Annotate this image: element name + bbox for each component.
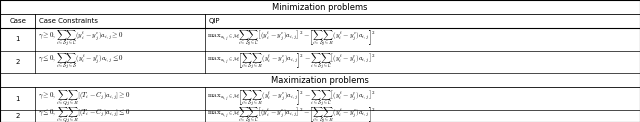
Text: 1: 1 [15, 96, 20, 102]
Text: 1: 1 [15, 36, 20, 42]
Text: $\gamma \geq 0, \sum_{i\in Q} \sum_{j\in R}[(T_i - C_j)a_{i,j}] \geq 0$: $\gamma \geq 0, \sum_{i\in Q} \sum_{j\in… [38, 88, 131, 109]
Text: 2: 2 [15, 113, 20, 119]
Text: $\gamma \geq 0, \sum_{i\in\mathcal{S}} \sum_{j\in\mathcal{C}} (y_i^t - y_j^c)a_{: $\gamma \geq 0, \sum_{i\in\mathcal{S}} \… [38, 29, 124, 49]
Text: $\gamma \leq 0, \sum_{i\in\mathcal{S}} \sum_{j\in\mathcal{S}} (y_i^t - y_j^c)a_{: $\gamma \leq 0, \sum_{i\in\mathcal{S}} \… [38, 52, 124, 72]
Text: $\mathrm{max}_{a_{i,j}\in\mathcal{M}}\left[\sum_{i\in\mathcal{S}} \sum_{j\in R}(: $\mathrm{max}_{a_{i,j}\in\mathcal{M}}\le… [207, 52, 376, 72]
Text: Maximization problems: Maximization problems [271, 76, 369, 85]
Text: Case Constraints: Case Constraints [39, 18, 98, 24]
Text: Case: Case [9, 18, 26, 24]
Text: Minimization problems: Minimization problems [272, 3, 368, 11]
Text: $\mathrm{max}_{a_{i,j}\in\mathcal{M}}\sum_{i\in\mathcal{S}} \sum_{j\in\mathcal{C: $\mathrm{max}_{a_{i,j}\in\mathcal{M}}\su… [207, 29, 376, 49]
Text: 2: 2 [15, 59, 20, 65]
Text: QIP: QIP [209, 18, 220, 24]
Text: $\gamma \leq 0, \sum_{i\in Q} \sum_{j\in R}[(T_i - C_j)a_{i,j}] \leq 0$: $\gamma \leq 0, \sum_{i\in Q} \sum_{j\in… [38, 106, 131, 122]
Text: $\mathrm{max}_{a_{i,j}\in\mathcal{M}}\left[\sum_{i\in\mathcal{S}} \sum_{j\in R}(: $\mathrm{max}_{a_{i,j}\in\mathcal{M}}\le… [207, 88, 376, 109]
Text: $\mathrm{max}_{a_{i,j}\in\mathcal{M}}\sum_{i\in\mathcal{S}} \sum_{j\in\mathcal{C: $\mathrm{max}_{a_{i,j}\in\mathcal{M}}\su… [207, 106, 376, 122]
